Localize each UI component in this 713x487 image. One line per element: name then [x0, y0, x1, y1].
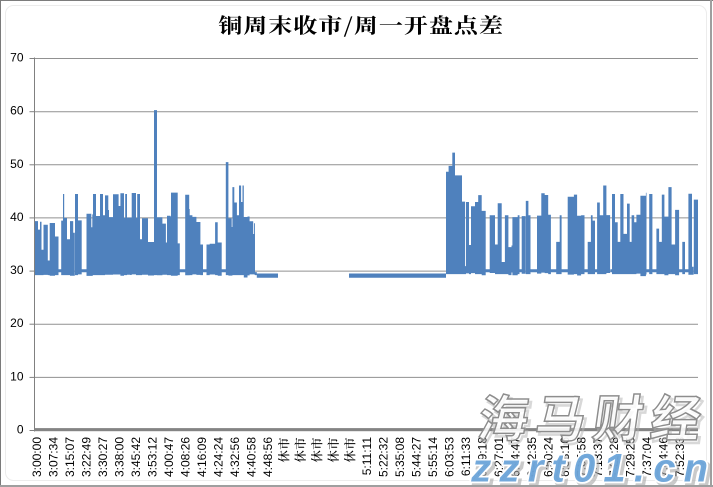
- svg-text:0: 0: [17, 423, 24, 437]
- svg-text:7:13:37: 7:13:37: [591, 437, 605, 477]
- svg-text:6:27:01: 6:27:01: [492, 437, 506, 477]
- svg-text:7:05:58: 7:05:58: [574, 437, 588, 477]
- svg-text:5:11:11: 5:11:11: [360, 437, 374, 476]
- svg-text:4:08:26: 4:08:26: [179, 437, 193, 477]
- svg-text:4:40:58: 4:40:58: [245, 437, 259, 477]
- svg-text:3:07:34: 3:07:34: [47, 437, 61, 477]
- svg-text:30: 30: [10, 263, 24, 277]
- svg-text:4:48:56: 4:48:56: [261, 437, 275, 477]
- svg-text:70: 70: [10, 51, 24, 65]
- svg-text:3:45:42: 3:45:42: [129, 437, 143, 477]
- svg-text:5:55:14: 5:55:14: [426, 437, 440, 477]
- svg-text:6:58:16: 6:58:16: [558, 437, 572, 477]
- svg-text:4:32:56: 4:32:56: [228, 437, 242, 477]
- svg-text:4:00:47: 4:00:47: [162, 437, 176, 477]
- svg-text:20: 20: [10, 316, 24, 330]
- svg-text:6:50:24: 6:50:24: [541, 437, 555, 477]
- svg-text:60: 60: [10, 104, 24, 118]
- svg-text:zzrt01.cn: zzrt01.cn: [473, 450, 713, 487]
- svg-text:3:53:12: 3:53:12: [146, 437, 160, 477]
- svg-text:6:42:35: 6:42:35: [525, 437, 539, 477]
- svg-text:7:21:28: 7:21:28: [607, 437, 621, 477]
- svg-text:6:19:18: 6:19:18: [475, 437, 489, 477]
- svg-text:5:35:08: 5:35:08: [393, 437, 407, 477]
- svg-text:7:29:25: 7:29:25: [624, 437, 638, 477]
- svg-text:4:16:09: 4:16:09: [195, 437, 209, 477]
- svg-text:zzrt01.cn: zzrt01.cn: [470, 447, 713, 487]
- svg-text:7:37:04: 7:37:04: [640, 437, 654, 477]
- svg-text:3:30:27: 3:30:27: [96, 437, 110, 477]
- svg-text:3:00:00: 3:00:00: [30, 437, 44, 477]
- svg-text:3:22:49: 3:22:49: [80, 437, 94, 477]
- svg-text:6:11:33: 6:11:33: [459, 437, 473, 476]
- svg-text:4:24:24: 4:24:24: [212, 437, 226, 477]
- svg-text:10: 10: [10, 369, 24, 383]
- svg-text:3:38:00: 3:38:00: [113, 437, 127, 477]
- svg-text:40: 40: [10, 210, 24, 224]
- svg-text:6:03:53: 6:03:53: [442, 437, 456, 477]
- svg-text:50: 50: [10, 157, 24, 171]
- svg-text:7:52:33: 7:52:33: [673, 437, 687, 477]
- svg-text:5:22:32: 5:22:32: [376, 437, 390, 477]
- svg-text:zzrt01.cn: zzrt01.cn: [470, 447, 713, 487]
- svg-text:6:34:47: 6:34:47: [508, 437, 522, 477]
- svg-text:7:44:46: 7:44:46: [657, 437, 671, 477]
- svg-text:5:44:27: 5:44:27: [409, 437, 423, 477]
- svg-text:3:15:07: 3:15:07: [63, 437, 77, 477]
